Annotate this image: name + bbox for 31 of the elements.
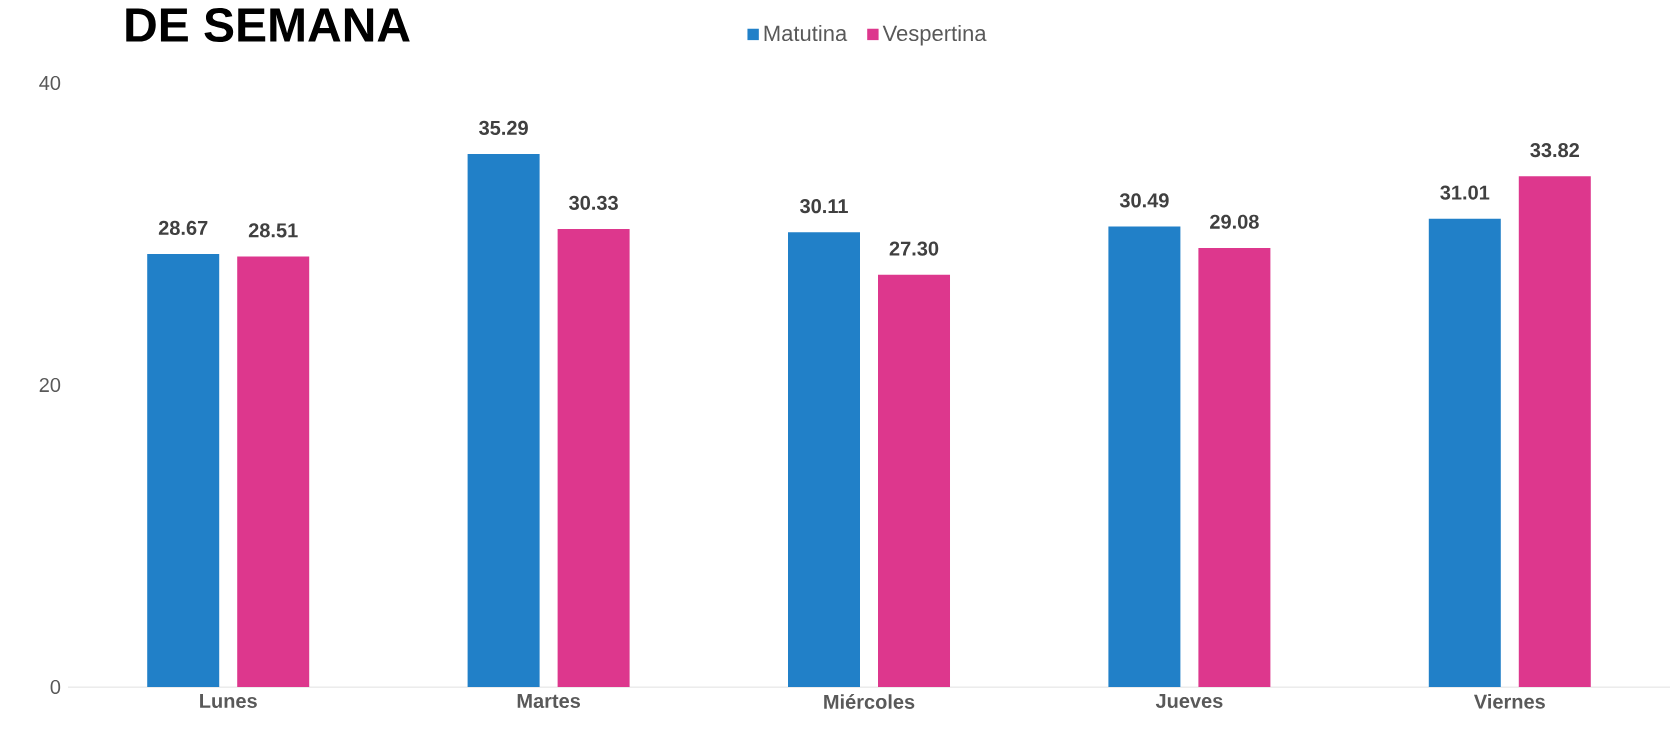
bar	[1198, 247, 1271, 687]
legend-label: Vespertina	[882, 24, 987, 46]
y-tick-label: 0	[50, 679, 61, 695]
bar	[557, 229, 630, 687]
data-label: 30.11	[800, 199, 848, 214]
bar	[788, 232, 860, 687]
chart-title: DE SEMANA	[126, 8, 410, 43]
bar	[237, 256, 310, 687]
data-label: 35.29	[479, 120, 528, 136]
data-label: 29.08	[1210, 214, 1259, 229]
legend-label: Matutina	[764, 24, 848, 42]
data-label: 33.82	[1530, 143, 1580, 158]
bar	[1108, 226, 1181, 687]
data-label: 28.51	[248, 223, 298, 238]
y-tick-label: 40	[39, 75, 61, 91]
data-label: 31.01	[1440, 185, 1490, 200]
data-label: 30.49	[1119, 193, 1169, 208]
bar	[878, 274, 951, 687]
bar	[467, 154, 540, 687]
x-tick-label: Jueves	[1155, 694, 1223, 708]
x-tick-label: Martes	[517, 694, 581, 708]
bar	[1518, 176, 1591, 687]
y-tick-label: 20	[39, 377, 61, 393]
bar	[147, 254, 220, 687]
x-tick-label: Miércoles	[824, 694, 915, 709]
data-label: 27.30	[889, 241, 939, 256]
data-label: 30.33	[569, 195, 618, 210]
x-tick-label: Lunes	[200, 694, 257, 708]
bar	[1428, 218, 1501, 687]
data-label: 28.67	[158, 220, 208, 235]
x-tick-label: Viernes	[1473, 694, 1545, 709]
